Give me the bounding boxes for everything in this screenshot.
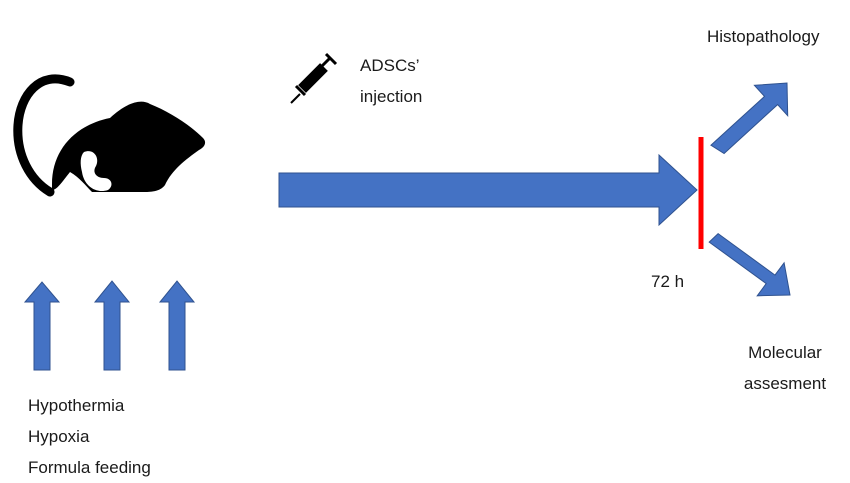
outcome-molecular-line1: Molecular (748, 343, 822, 362)
risk-factor-arrow (23, 281, 61, 371)
outcome-histopathology: Histopathology (707, 27, 820, 46)
risk-factor-label: Hypoxia (28, 427, 90, 446)
syringe-icon (290, 52, 338, 104)
outcome-molecular-line2: assesment (743, 374, 827, 393)
risk-factor-arrow (158, 280, 196, 371)
risk-factor-arrow (93, 280, 131, 371)
main-timeline-arrow (278, 153, 698, 227)
arrow-to-molecular (708, 232, 791, 297)
arrow-to-histopathology (710, 82, 789, 155)
syringe-label-line1: ADSCs’ (360, 56, 420, 75)
syringe-label-line2: injection (360, 87, 423, 106)
risk-factor-label: Hypothermia (28, 396, 125, 415)
risk-factor-label: Formula feeding (28, 458, 151, 477)
rat-silhouette-icon (13, 74, 206, 197)
timepoint-label: 72 h (651, 272, 685, 291)
